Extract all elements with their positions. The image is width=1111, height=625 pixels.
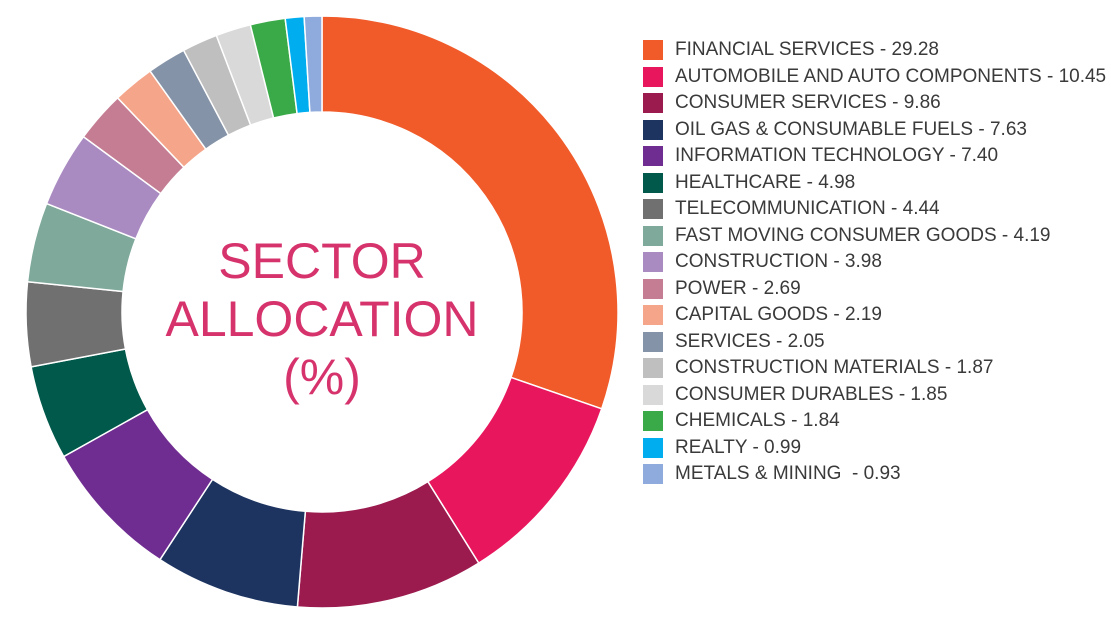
legend-entry: METALS & MINING - 0.93	[643, 461, 1111, 488]
donut-segment	[303, 15, 323, 114]
legend: FINANCIAL SERVICES - 29.28 AUTOMOBILE AND…	[643, 37, 1111, 488]
legend-label: FINANCIAL SERVICES - 29.28	[675, 39, 939, 60]
legend-entry: CONSTRUCTION - 3.98	[643, 249, 1111, 276]
legend-label: AUTOMOBILE AND AUTO COMPONENTS - 10.45	[675, 65, 1107, 87]
legend-entry: REALTY - 0.99	[643, 435, 1111, 462]
legend-entry: TELECOMMUNICATION - 4.44	[643, 196, 1111, 223]
legend-swatch	[643, 172, 663, 193]
legend-entry: CONSTRUCTION MATERIALS - 1.87	[643, 355, 1111, 382]
legend-entry: SERVICES - 2.05	[643, 329, 1111, 356]
legend-label: OIL GAS & CONSUMABLE FUELS - 7.63	[675, 118, 1027, 140]
legend-entry: INFORMATION TECHNOLOGY - 7.40	[643, 143, 1111, 170]
legend-entry: FINANCIAL SERVICES - 29.28	[643, 37, 1111, 64]
legend-label: CONSTRUCTION - 3.98	[675, 251, 882, 272]
legend-swatch	[643, 358, 663, 378]
legend-entry: OIL GAS & CONSUMABLE FUELS - 7.63	[643, 117, 1111, 144]
legend-swatch	[643, 384, 663, 405]
legend-swatch	[643, 252, 663, 272]
legend-entry: CONSUMER SERVICES - 9.86	[643, 90, 1111, 117]
legend-entry: FAST MOVING CONSUMER GOODS - 4.19	[643, 223, 1111, 250]
legend-swatch	[643, 331, 663, 352]
legend-label: HEALTHCARE - 4.98	[675, 171, 856, 193]
legend-label: POWER - 2.69	[675, 277, 801, 299]
legend-swatch	[643, 464, 663, 484]
legend-label: CONSUMER DURABLES - 1.85	[675, 383, 948, 405]
legend-label: FAST MOVING CONSUMER GOODS - 4.19	[675, 224, 1051, 246]
legend-swatch	[643, 93, 663, 113]
legend-swatch	[643, 199, 663, 219]
legend-swatch	[643, 225, 663, 246]
legend-swatch	[643, 146, 663, 166]
legend-swatch	[643, 40, 663, 60]
legend-label: INFORMATION TECHNOLOGY - 7.40	[675, 145, 999, 166]
legend-entry: POWER - 2.69	[643, 276, 1111, 303]
legend-entry: HEALTHCARE - 4.98	[643, 170, 1111, 197]
donut-segment	[321, 15, 619, 410]
legend-label: TELECOMMUNICATION - 4.44	[675, 198, 940, 219]
legend-swatch	[643, 66, 663, 87]
legend-label: CONSUMER SERVICES - 9.86	[675, 92, 941, 113]
legend-label: CHEMICALS - 1.84	[675, 410, 840, 431]
legend-entry: CONSUMER DURABLES - 1.85	[643, 382, 1111, 409]
legend-swatch	[643, 411, 663, 431]
legend-label: SERVICES - 2.05	[675, 330, 825, 352]
legend-swatch	[643, 305, 663, 325]
legend-entry: CAPITAL GOODS - 2.19	[643, 302, 1111, 329]
legend-label: CONSTRUCTION MATERIALS - 1.87	[675, 357, 994, 378]
legend-label: REALTY - 0.99	[675, 436, 802, 458]
legend-label: METALS & MINING - 0.93	[675, 463, 901, 484]
legend-label: CAPITAL GOODS - 2.19	[675, 304, 882, 325]
legend-swatch	[643, 119, 663, 140]
legend-entry: AUTOMOBILE AND AUTO COMPONENTS - 10.45	[643, 64, 1111, 91]
legend-swatch	[643, 278, 663, 299]
legend-swatch	[643, 437, 663, 458]
chart-title: SECTOR ALLOCATION (%)	[165, 233, 479, 405]
legend-entry: CHEMICALS - 1.84	[643, 408, 1111, 435]
